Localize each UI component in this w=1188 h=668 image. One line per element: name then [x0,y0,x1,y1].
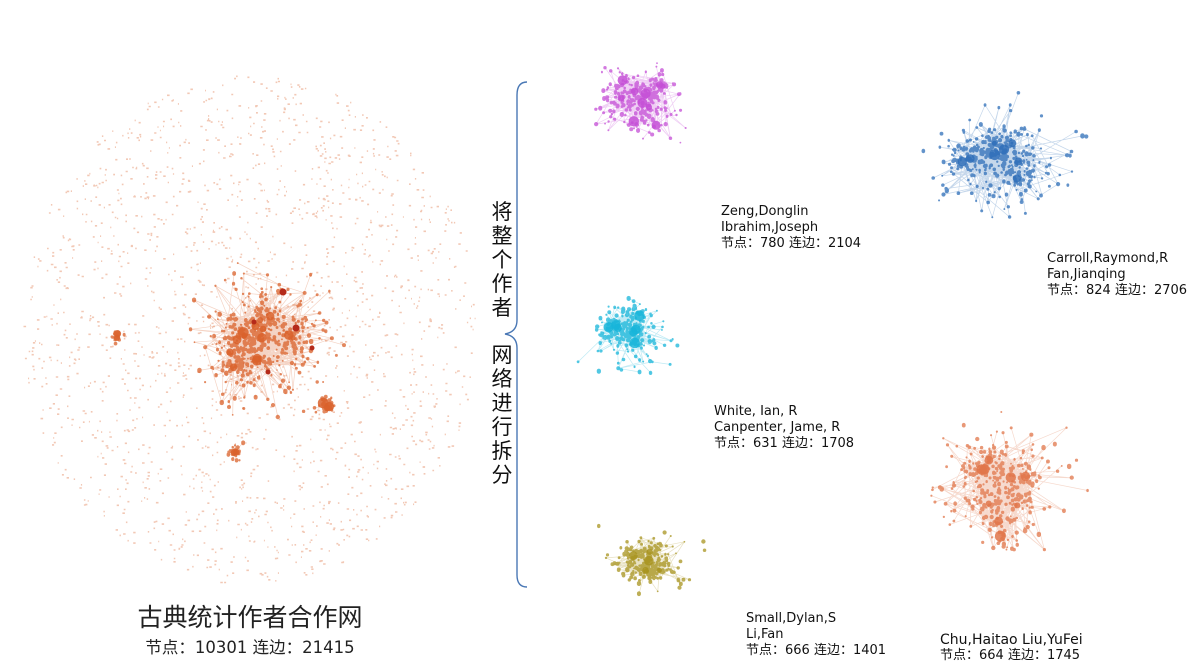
hub-node [628,116,639,127]
hub-node [1020,471,1031,482]
hub-node [998,144,1010,155]
subnetwork-caption-carroll: Carroll,Raymond,R Fan,Jianqing 节点：824 连边… [1047,251,1187,299]
hub-node [651,120,661,130]
hub-node [1008,139,1017,148]
subnetwork-caption-chu: Chu,Haitao Liu,YuFei 节点：664 连边：1745 [940,632,1083,664]
hub-node [309,345,315,351]
hub-node [629,337,640,349]
hub-node [617,94,625,102]
main-network-title: 古典统计作者合作网 [137,603,363,632]
author-line: Small,Dylan,S [746,611,837,626]
hub-node [237,327,249,338]
author-line: Zeng,Donglin [721,204,809,219]
edge-lines [931,427,1088,550]
hub-node [966,154,975,163]
hub-node [644,555,654,566]
hub-node [323,404,331,412]
hub-node [957,156,967,167]
hub-node [991,140,997,146]
hub-node [257,317,264,323]
node-edge-stats: 节点：631 连边：1708 [714,436,855,451]
hub-node [265,311,275,321]
hub-node [643,568,650,574]
hub-node [226,348,234,356]
hub-node [634,310,645,322]
hub-node [979,464,990,475]
hub-node [656,567,662,573]
hub-node [1014,502,1021,509]
hub-node [284,330,294,340]
hub-node [113,330,122,338]
subnetwork-caption-zeng: Zeng,Donglin Ibrahim,Joseph 节点：780 连边：21… [721,204,861,252]
node-edge-stats: 节点：780 连边：2104 [721,236,862,251]
sparse-node-dots [23,75,476,584]
hub-node [628,327,638,337]
author-line: Li,Fan [746,627,784,642]
hub-node [629,551,638,561]
hub-node [1014,157,1023,166]
split-label-top: 将整个作者 [491,200,513,320]
subnetwork-graph-white [576,295,680,376]
hub-node [984,455,994,465]
node-edge-stats: 节点：666 连边：1401 [746,643,887,658]
subnetwork-graph-small [597,523,707,597]
author-line: Fan,Jianqing [1047,267,1126,282]
hub-node [232,335,242,345]
hub-node [989,149,1001,161]
hub-node [251,355,262,366]
hub-node [603,322,614,333]
author-line: Ibrahim,Joseph [721,220,819,235]
hub-node [1012,174,1022,183]
hub-node [637,97,648,108]
hub-node [251,319,257,325]
hub-node [1005,472,1016,483]
subnetwork-graph-chu [930,411,1089,552]
node-dots [188,262,346,420]
hub-node [640,88,651,99]
hub-node [617,75,628,86]
hub-node [660,83,666,89]
hub-node [630,87,639,96]
author-line: Chu,Haitao Liu,YuFei [940,632,1083,648]
hub-node [646,548,653,555]
hub-node [265,369,271,375]
hub-node [994,530,1006,542]
hub-node [259,325,267,333]
hub-node [292,324,300,332]
hub-node [230,449,238,456]
subnetwork-graph-zeng [594,62,687,144]
hub-node [229,363,238,372]
author-line: Canpenter, Jame, R [714,420,841,435]
hub-node [645,103,652,111]
main-network-graph [23,75,476,584]
node-edge-stats: 节点：664 连边：1745 [940,648,1081,663]
author-line: Carroll,Raymond,R [1047,251,1169,266]
hub-node [985,500,992,507]
node-dots [930,411,1089,552]
main-network-stats: 节点：10301 连边：21415 [145,638,355,657]
hub-node [994,516,1003,526]
node-edge-stats: 节点：824 连边：2706 [1047,283,1188,298]
hub-node [279,288,287,296]
hub-node [257,333,267,343]
author-line: White, Ian, R [714,404,798,419]
node-dots [921,91,1089,219]
split-label-bottom: 网络进行拆分 [491,343,513,487]
node-dots [576,295,680,376]
subnetwork-caption-small: Small,Dylan,S Li,Fan 节点：666 连边：1401 [746,611,886,659]
hub-node [613,323,622,332]
subnetwork-caption-white: White, Ian, R Canpenter, Jame, R 节点：631 … [714,404,854,452]
subnetwork-graph-carroll [921,91,1089,219]
split-bracket [504,81,528,588]
